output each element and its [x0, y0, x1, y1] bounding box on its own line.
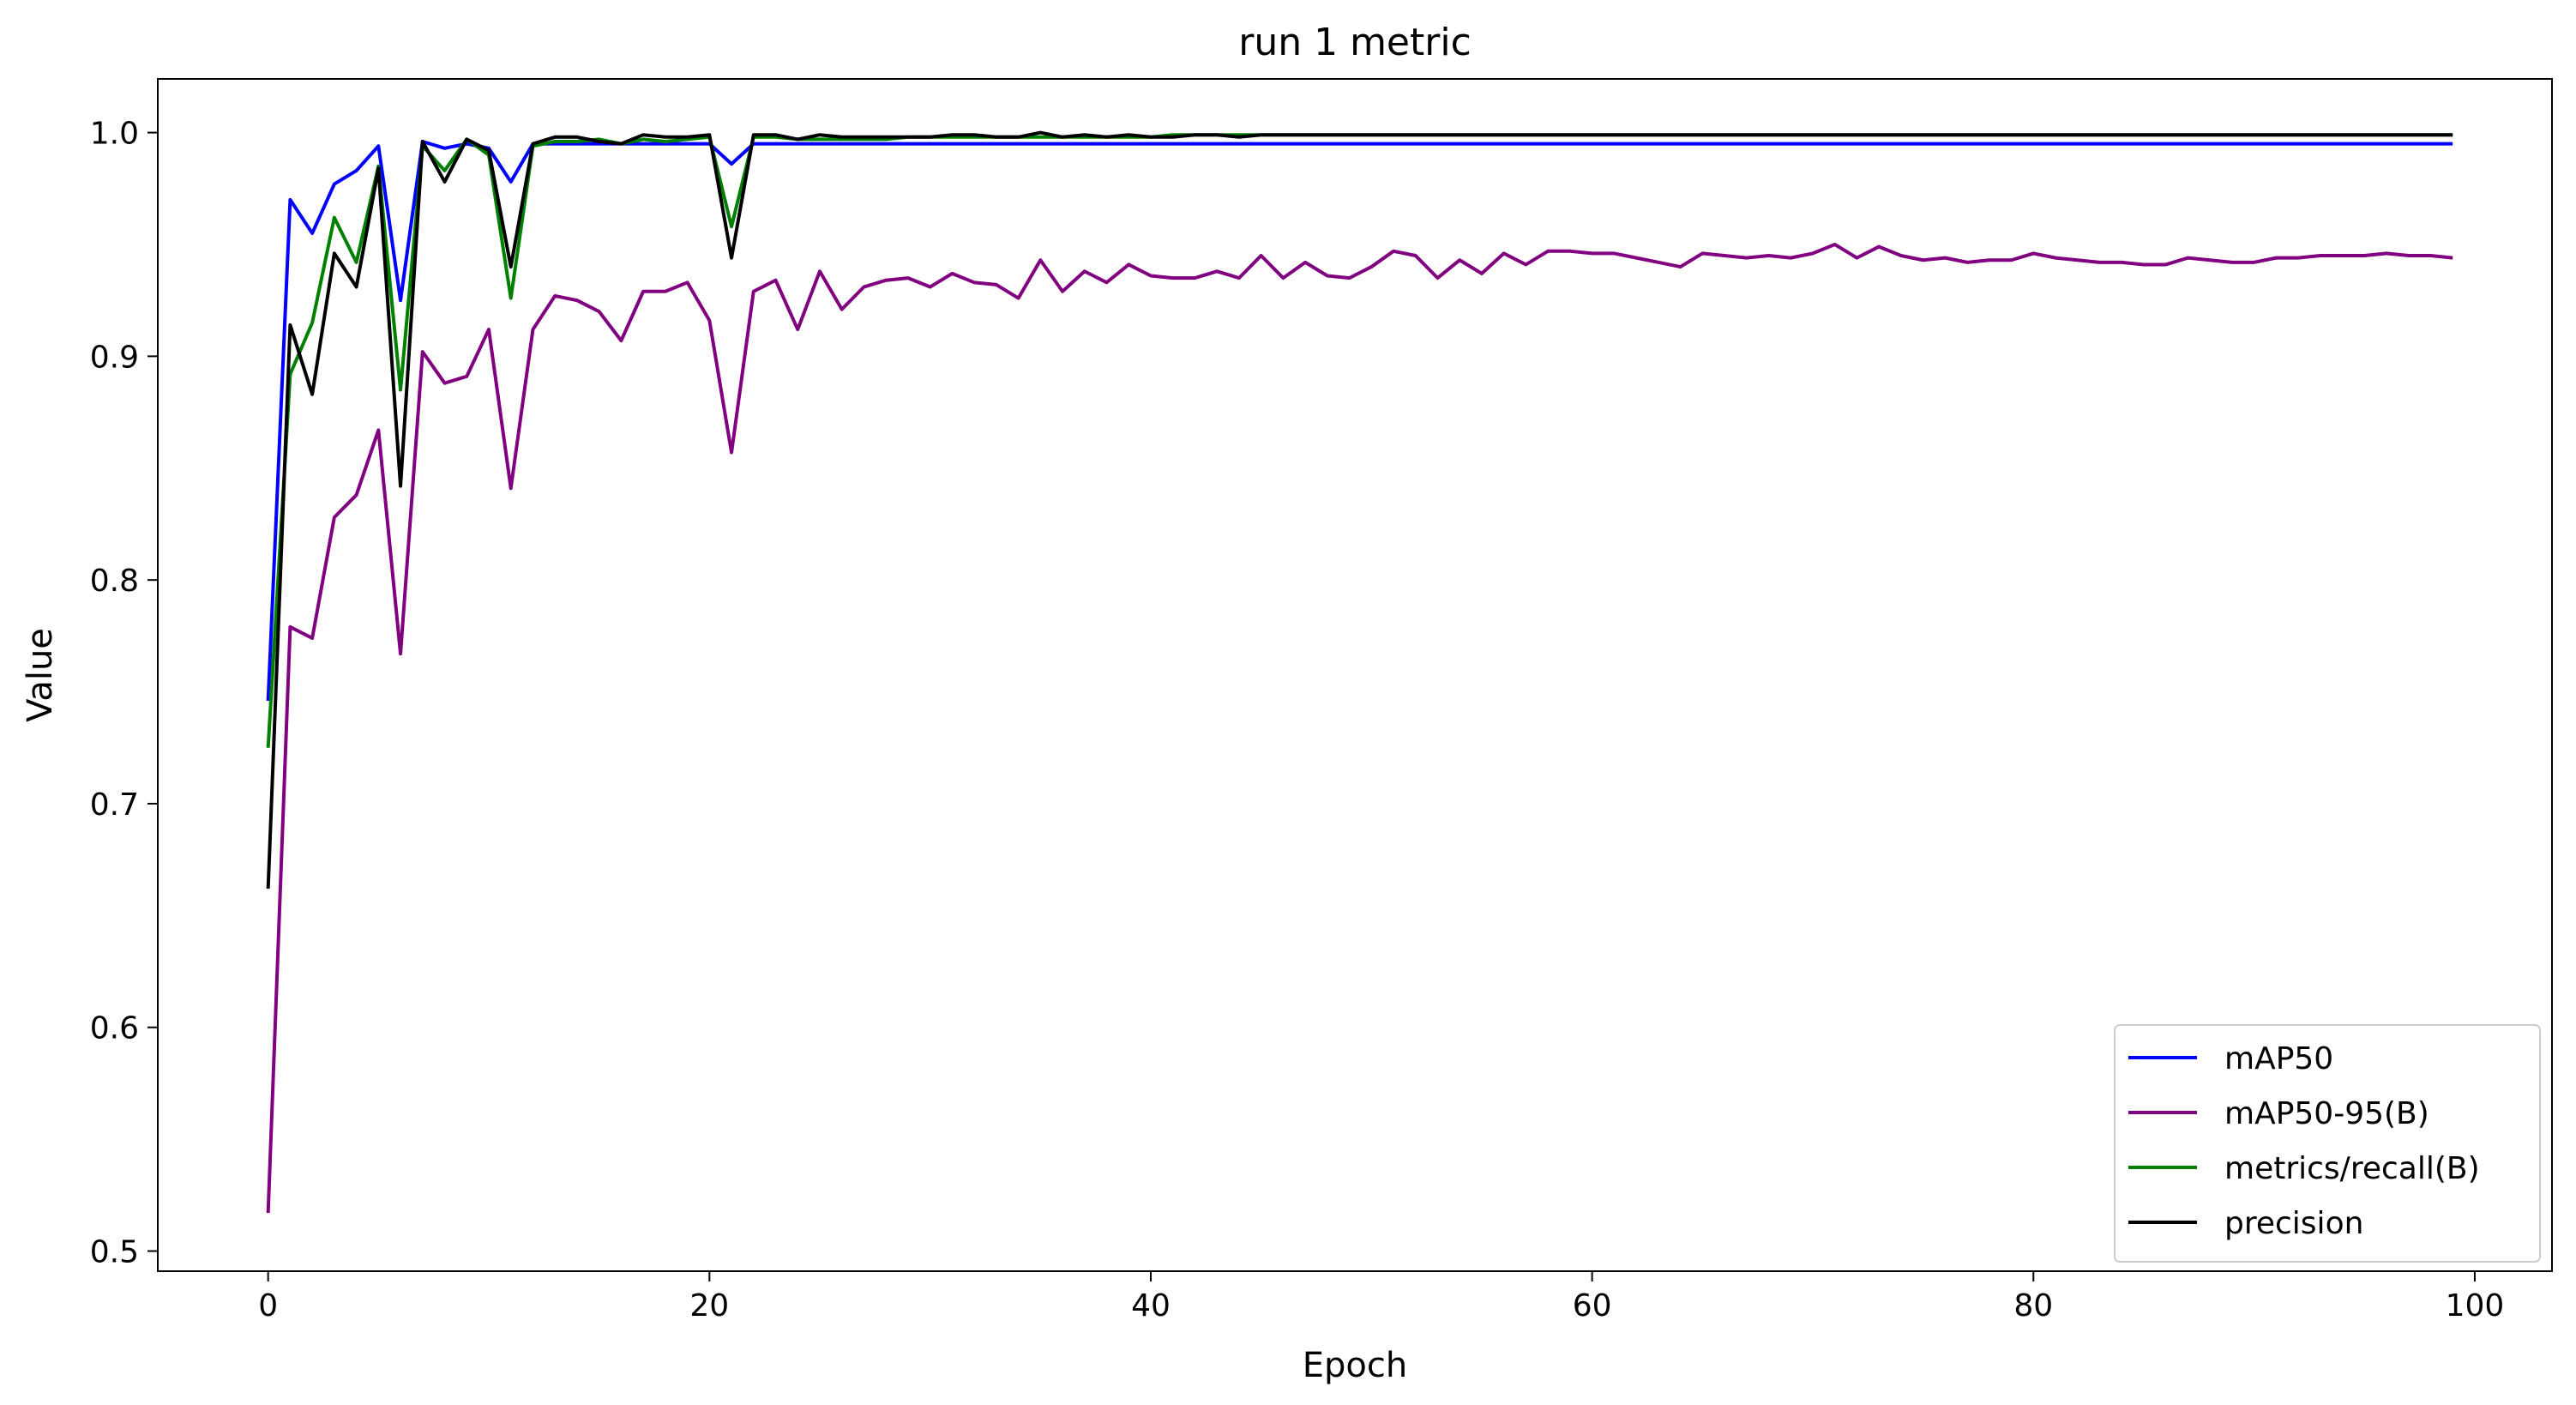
y-axis-ticks: 0.5 0.6 0.7 0.8 0.9 1.0	[90, 117, 158, 1270]
y-tick-label: 0.7	[90, 787, 139, 823]
y-axis-label: Value	[21, 628, 60, 722]
series-line-0	[266, 140, 2453, 702]
legend-label-2: metrics/recall(B)	[2224, 1151, 2480, 1186]
legend-label-0: mAP50	[2224, 1041, 2333, 1076]
y-tick-label: 0.5	[90, 1235, 139, 1270]
chart-title: run 1 metric	[1238, 21, 1472, 64]
y-tick-label: 0.9	[90, 340, 139, 375]
series-line-1	[266, 242, 2453, 1214]
x-tick-label: 0	[258, 1288, 278, 1324]
legend-label-3: precision	[2224, 1206, 2363, 1241]
legend: mAP50 mAP50-95(B) metrics/recall(B) precisi…	[2114, 1024, 2541, 1263]
y-tick-label: 1.0	[90, 117, 139, 152]
x-tick-label: 80	[2013, 1288, 2053, 1324]
legend-label-1: mAP50-95(B)	[2224, 1096, 2429, 1131]
x-axis-ticks: 0 20 40 60 80 100	[258, 1271, 2504, 1324]
series-line-3	[266, 130, 2453, 889]
plot-lines	[266, 130, 2453, 1214]
plot-area-frame	[157, 78, 2553, 1272]
legend-box	[2114, 1024, 2541, 1263]
y-tick-label: 0.6	[90, 1011, 139, 1046]
x-axis-label: Epoch	[1303, 1346, 1407, 1385]
y-tick-label: 0.8	[90, 564, 139, 599]
x-tick-label: 20	[689, 1288, 729, 1324]
x-tick-label: 40	[1131, 1288, 1171, 1324]
x-tick-label: 60	[1573, 1288, 1612, 1324]
x-tick-label: 100	[2446, 1288, 2505, 1324]
